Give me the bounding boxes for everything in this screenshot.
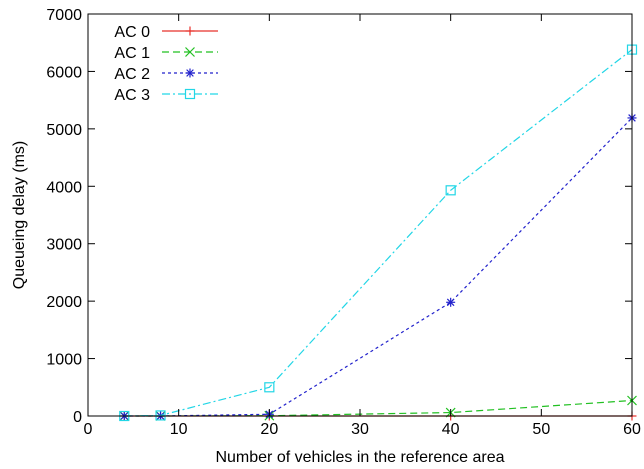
plot-marks [119, 44, 638, 422]
axes: 0 10 20 30 40 50 60 0 1000 2000 3000 4000 5000 6000 70… [46, 7, 641, 438]
legend-marker-ac-3 [184, 88, 196, 100]
y-tick-label: 3000 [46, 237, 82, 254]
x-tick-label: 20 [260, 421, 278, 438]
y-tick-label: 6000 [46, 64, 82, 81]
legend-label-ac-1: AC 1 [114, 45, 150, 62]
series-line-ac-1 [124, 399, 633, 417]
legend-label-ac-2: AC 2 [114, 66, 150, 83]
x-tick-label: 50 [532, 421, 550, 438]
legend-label-ac-3: AC 3 [114, 87, 150, 104]
x-axis-title: Number of vehicles in the reference area [215, 449, 504, 466]
x-tick-label: 30 [351, 421, 369, 438]
legend-marker-ac-1 [185, 47, 195, 57]
y-tick-label: 4000 [46, 179, 82, 196]
series-ac-2 [119, 113, 637, 421]
series-line-ac-2 [124, 117, 633, 417]
y-tick-label: 7000 [46, 7, 82, 24]
series-ac-3 [119, 44, 638, 422]
data-point-ac-2 [446, 297, 456, 307]
x-tick-label: 10 [170, 421, 188, 438]
y-tick-label: 0 [73, 409, 82, 426]
x-tick-label: 40 [442, 421, 460, 438]
y-tick-label: 2000 [46, 294, 82, 311]
y-tick-label: 1000 [46, 352, 82, 369]
legend-marker-ac-0 [185, 26, 195, 36]
y-axis-title: Queueing delay (ms) [11, 141, 28, 290]
legend-marker-ac-2 [185, 68, 195, 78]
plot-frame [87, 13, 633, 417]
x-tick-label: 60 [623, 421, 641, 438]
x-tick-label: 0 [84, 421, 93, 438]
series-line-ac-3 [124, 49, 633, 417]
legend-label-ac-0: AC 0 [114, 24, 150, 41]
y-tick-label: 5000 [46, 122, 82, 139]
legend: AC 0 AC 1 AC 2 AC 3 [114, 24, 218, 104]
series-ac-1 [119, 395, 637, 421]
data-point-ac-3 [155, 410, 166, 421]
data-point-ac-3 [264, 382, 275, 393]
data-point-ac-3 [445, 185, 456, 196]
